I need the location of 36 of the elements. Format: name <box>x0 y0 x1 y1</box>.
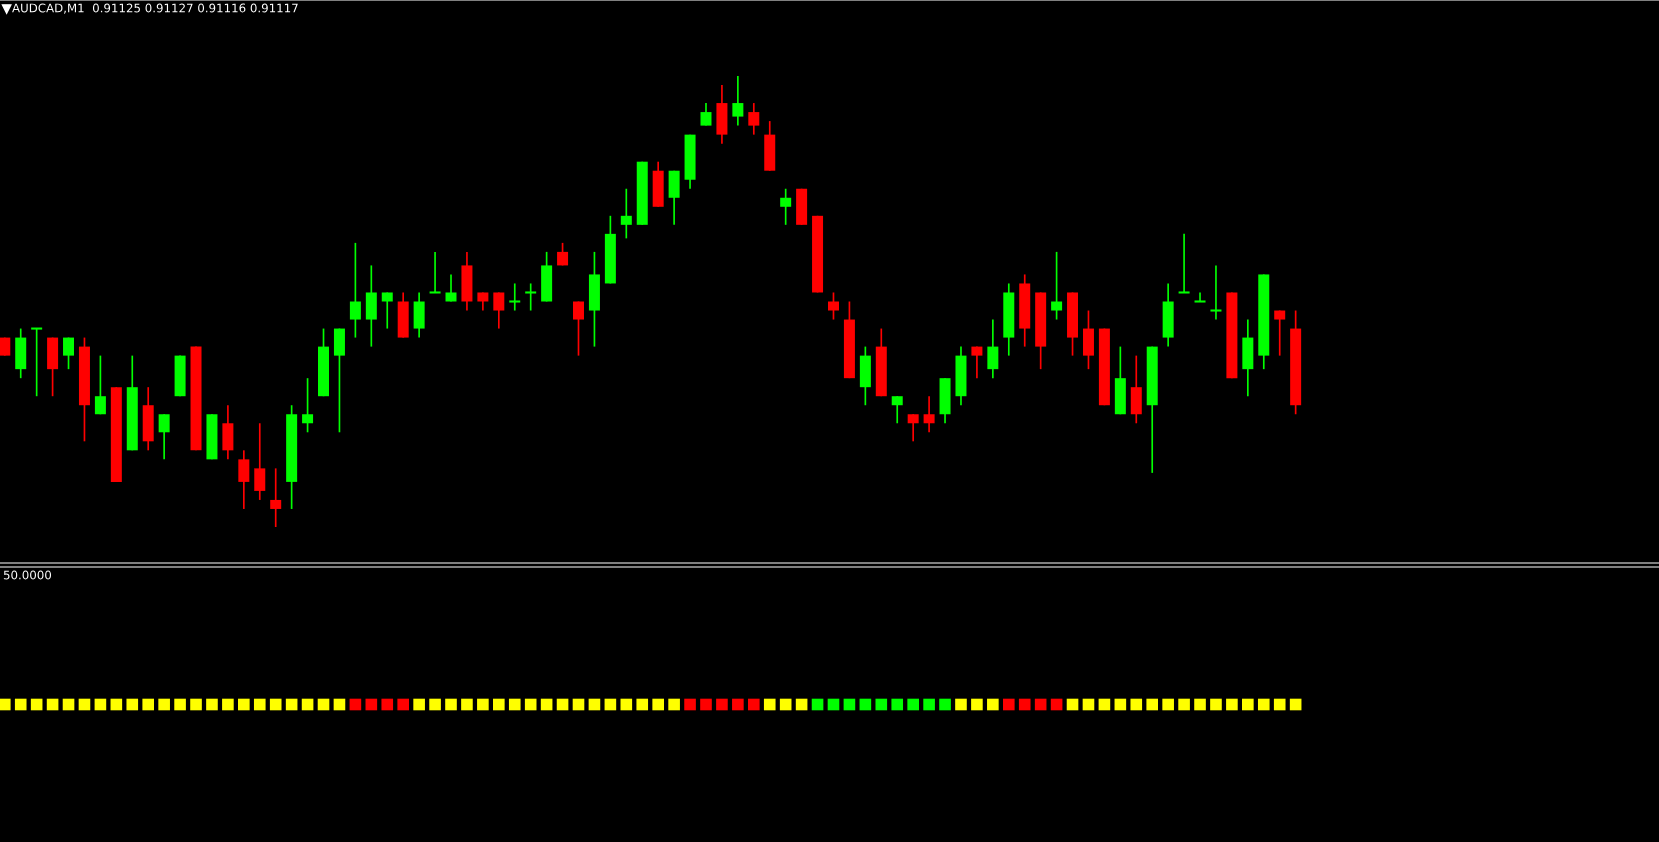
candlestick <box>302 377 314 434</box>
candlestick <box>827 291 839 321</box>
candlestick <box>843 300 855 380</box>
candlestick <box>318 327 330 398</box>
candlestick <box>349 242 361 339</box>
candlestick <box>796 187 808 226</box>
candlestick <box>1114 345 1126 416</box>
candlestick <box>1177 233 1191 294</box>
candlestick <box>1067 291 1079 357</box>
candlestick <box>445 273 457 303</box>
candlestick <box>381 291 393 330</box>
candlestick <box>1035 291 1047 370</box>
candlestick <box>524 282 538 312</box>
candlestick <box>63 336 75 370</box>
candlestick <box>286 404 298 510</box>
candlestick <box>30 327 44 398</box>
candlestick <box>1193 291 1207 303</box>
candlestick <box>78 336 90 443</box>
candlestick <box>333 327 345 434</box>
candlestick <box>588 251 600 348</box>
candlestick <box>1098 327 1110 407</box>
candlestick <box>428 251 442 294</box>
candlestick <box>110 386 122 483</box>
candlestick <box>1082 309 1094 370</box>
candlestick <box>94 354 106 416</box>
candlestick <box>541 251 553 303</box>
chart-title: AUDCAD,M1 0.91125 0.91127 0.91116 0.91117 <box>12 3 298 14</box>
candlestick <box>508 282 522 312</box>
candlestick <box>477 291 489 312</box>
candlestick <box>1051 251 1063 321</box>
candlestick <box>812 214 824 294</box>
candlestick <box>573 300 584 357</box>
candlestick <box>1209 264 1223 321</box>
candlestick <box>604 214 616 285</box>
candlestick <box>1290 309 1302 416</box>
text: 50.0000 <box>3 570 52 580</box>
